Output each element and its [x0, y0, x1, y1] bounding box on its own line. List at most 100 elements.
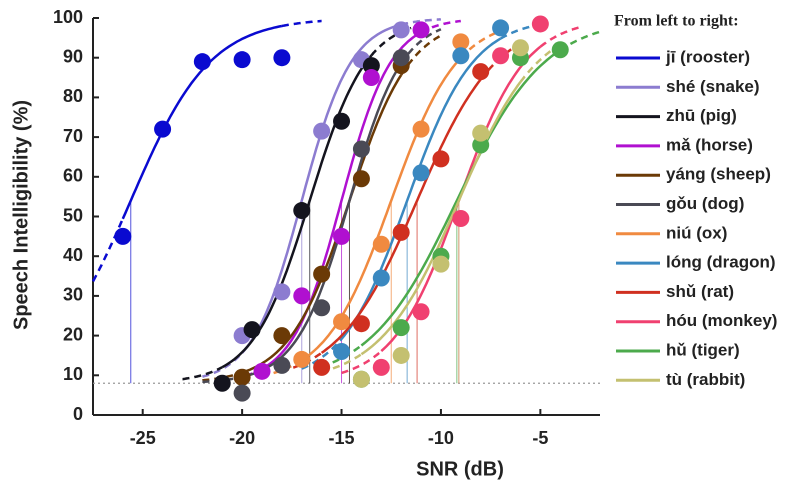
data-point — [392, 223, 410, 241]
data-point — [472, 136, 490, 154]
data-point — [333, 313, 351, 331]
data-point — [511, 39, 529, 57]
fit-curve-extension — [459, 29, 501, 59]
x-axis-label: SNR (dB) — [416, 458, 504, 480]
fit-curve-extension — [519, 43, 561, 83]
data-point — [273, 49, 291, 67]
x-tick-label: -15 — [329, 428, 355, 448]
legend-label: jī (rooster) — [665, 47, 750, 66]
data-point — [233, 368, 251, 386]
data-point — [313, 265, 331, 283]
legend-label: tù (rabbit) — [666, 370, 745, 389]
fit-curve-extension — [281, 19, 322, 28]
legend-title: From left to right: — [614, 13, 739, 30]
legend-label: hóu (monkey) — [666, 311, 777, 330]
y-tick-label: 50 — [63, 205, 83, 225]
data-point — [392, 49, 410, 67]
x-tick-label: -20 — [229, 428, 255, 448]
legend-label: hǔ (tiger) — [666, 340, 740, 359]
data-point — [243, 321, 261, 339]
fit-curve-extension — [202, 371, 243, 382]
data-point — [333, 112, 351, 130]
fit-curve-extension — [559, 30, 601, 52]
data-point — [293, 350, 311, 368]
x-tick-label: -25 — [130, 428, 156, 448]
data-point — [472, 124, 490, 142]
data-point — [233, 51, 251, 69]
fit-curve — [340, 37, 502, 340]
fit-curve-extension — [341, 350, 383, 375]
data-point — [392, 21, 410, 39]
fit-curve-extension — [321, 344, 363, 369]
data-point — [114, 227, 132, 245]
y-tick-label: 90 — [63, 46, 83, 66]
fit-curve-extension — [182, 366, 223, 381]
data-point — [492, 47, 510, 65]
data-point — [352, 315, 370, 333]
y-axis-label: Speech Intelligibility (%) — [10, 100, 32, 330]
data-point — [362, 57, 380, 75]
fit-curve — [221, 54, 373, 369]
data-point — [352, 370, 370, 388]
x-tick-label: -10 — [428, 428, 454, 448]
data-point — [472, 63, 490, 81]
data-point — [432, 255, 450, 273]
data-point — [492, 19, 510, 37]
data-point — [273, 356, 291, 374]
data-point — [412, 303, 430, 321]
data-point — [372, 235, 390, 253]
y-tick-label: 70 — [63, 126, 83, 146]
data-point — [273, 283, 291, 301]
legend-label: lóng (dragon) — [666, 253, 776, 272]
data-point — [412, 120, 430, 138]
legend-label: mǎ (horse) — [666, 135, 753, 154]
fit-curve-extension — [321, 353, 363, 374]
data-point — [392, 346, 410, 364]
y-tick-label: 60 — [63, 166, 83, 186]
legend-label: niú (ox) — [666, 223, 727, 242]
fit-curve-extension — [202, 375, 243, 384]
fit-curve — [301, 56, 462, 362]
fit-curve-extension — [91, 218, 124, 283]
data-point — [432, 150, 450, 168]
fit-curve-extension — [301, 338, 343, 370]
data-point — [412, 21, 430, 39]
data-point — [352, 170, 370, 188]
fit-curve — [360, 49, 561, 347]
data-point — [452, 209, 470, 227]
data-point — [412, 164, 430, 182]
data-point — [392, 319, 410, 337]
data-point — [333, 227, 351, 245]
legend-label: zhū (pig) — [666, 106, 737, 125]
data-point — [213, 374, 231, 392]
data-point — [193, 53, 211, 71]
fit-curve — [360, 81, 522, 356]
fit-curve-extension — [539, 25, 581, 48]
data-point — [253, 362, 271, 380]
data-point — [154, 120, 172, 138]
legend-label: yáng (sheep) — [666, 165, 771, 184]
data-point — [233, 384, 251, 402]
legend-label: shǔ (rat) — [666, 282, 734, 301]
data-point — [352, 140, 370, 158]
data-point — [452, 47, 470, 65]
y-tick-label: 30 — [63, 285, 83, 305]
data-point — [362, 69, 380, 87]
data-point — [372, 269, 390, 287]
data-point — [273, 327, 291, 345]
fit-curve — [241, 74, 403, 374]
y-tick-label: 10 — [63, 364, 83, 384]
y-tick-label: 80 — [63, 86, 83, 106]
y-tick-label: 100 — [53, 7, 83, 27]
data-point — [293, 287, 311, 305]
data-point — [551, 41, 569, 59]
data-point — [313, 122, 331, 140]
data-point — [333, 342, 351, 360]
data-point — [313, 299, 331, 317]
data-point — [531, 15, 549, 33]
fit-curve-extension — [400, 18, 442, 26]
y-tick-label: 20 — [63, 324, 83, 344]
fit-curve-extension — [400, 28, 442, 65]
y-tick-label: 40 — [63, 245, 83, 265]
